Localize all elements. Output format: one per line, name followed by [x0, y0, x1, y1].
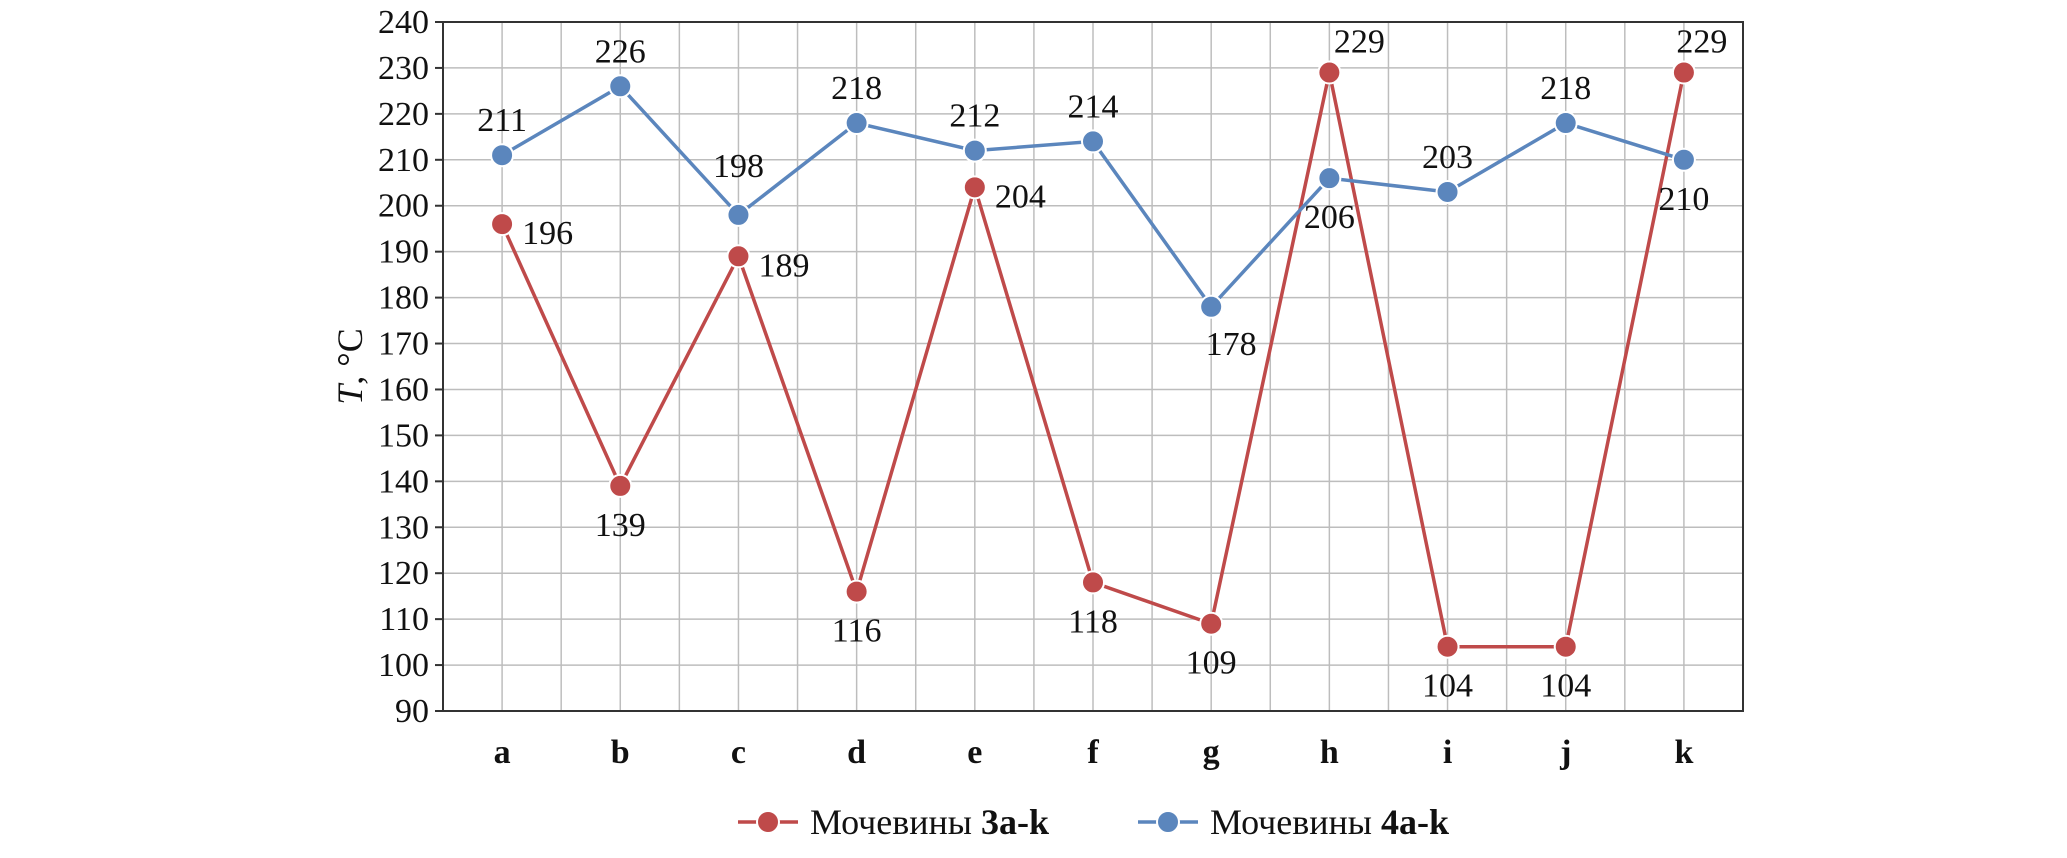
grid	[443, 22, 1743, 711]
x-tick-label: a	[494, 734, 511, 771]
data-labels: 196 139 189 116 204 118 109 229 104 104 229 211 226 1…	[477, 24, 1727, 705]
y-tick-label: 200	[378, 188, 429, 225]
x-tick-label: k	[1674, 734, 1693, 771]
data-label: 229	[1334, 24, 1385, 61]
legend-label-bold: 3a-k	[981, 802, 1049, 842]
data-label: 211	[477, 102, 527, 139]
legend-label-text: Мочевины	[1210, 802, 1381, 842]
x-tick-label: j	[1559, 734, 1571, 771]
y-tick-label: 180	[378, 280, 429, 317]
x-axis: a b c d e f g h i j k	[494, 734, 1694, 771]
data-point	[1553, 634, 1578, 659]
y-tick-label: 100	[378, 647, 429, 684]
y-tick-label: 190	[378, 234, 429, 271]
data-point	[726, 202, 751, 227]
x-tick-label: c	[731, 734, 746, 771]
data-label: 198	[713, 148, 764, 185]
data-label: 139	[595, 507, 646, 544]
data-point	[1199, 294, 1224, 319]
data-point	[844, 111, 869, 136]
data-label: 218	[831, 70, 882, 107]
data-label: 203	[1422, 139, 1473, 176]
data-label: 118	[1068, 603, 1118, 640]
x-tick-label: d	[847, 734, 866, 771]
y-tick-label: 210	[378, 142, 429, 179]
y-tick-label: 130	[378, 509, 429, 546]
data-label: 104	[1540, 668, 1591, 705]
y-axis: 90 100 110 120 130 140 150 160 170 180 190 200 210 22…	[378, 4, 443, 730]
data-point	[608, 74, 633, 99]
data-point	[490, 143, 515, 168]
data-point	[1199, 611, 1224, 636]
y-tick-label: 150	[378, 417, 429, 454]
data-point	[962, 138, 987, 163]
x-tick-label: b	[611, 734, 630, 771]
data-label: 210	[1658, 181, 1709, 218]
y-axis-variable: T	[330, 382, 370, 405]
legend-label: Мочевины 4a-k	[1210, 802, 1449, 842]
plot-frame	[442, 21, 1744, 712]
y-tick-label: 170	[378, 326, 429, 363]
legend-label-bold: 4a-k	[1381, 802, 1449, 842]
y-tick-label: 140	[378, 463, 429, 500]
data-point	[1081, 129, 1105, 154]
y-tick-label: 110	[379, 601, 429, 638]
y-axis-label: T, °C	[330, 328, 370, 404]
y-axis-unit: , °C	[330, 328, 370, 384]
data-point	[1435, 634, 1460, 659]
data-label: 109	[1186, 645, 1237, 682]
data-label: 226	[595, 33, 646, 70]
y-tick-label: 240	[378, 4, 429, 41]
series-2	[490, 74, 1696, 319]
y-tick-label: 220	[378, 96, 429, 133]
y-tick-label: 90	[395, 693, 429, 730]
x-tick-label: f	[1087, 734, 1099, 771]
data-point	[1671, 147, 1696, 172]
data-label: 212	[949, 98, 1000, 135]
data-label: 204	[995, 178, 1046, 215]
data-label: 229	[1676, 24, 1727, 61]
legend: Мочевины 3a-k Мочевины 4a-k	[738, 802, 1449, 842]
legend-label-text: Мочевины	[810, 802, 981, 842]
data-label: 196	[522, 215, 573, 252]
x-tick-label: h	[1320, 734, 1339, 771]
data-point	[608, 473, 633, 498]
y-tick-label: 230	[378, 50, 429, 87]
legend-entry-1: Мочевины 3a-k	[738, 802, 1049, 842]
data-point	[1081, 570, 1105, 595]
data-label: 189	[758, 247, 809, 284]
data-point	[1553, 111, 1578, 136]
data-label: 206	[1304, 199, 1355, 236]
y-tick-label: 120	[378, 555, 429, 592]
series-1	[490, 60, 1696, 659]
data-point	[726, 244, 751, 269]
x-tick-label: i	[1443, 734, 1452, 771]
legend-entry-2: Мочевины 4a-k	[1138, 802, 1449, 842]
legend-swatch-marker	[756, 810, 780, 834]
x-tick-label: e	[967, 734, 982, 771]
series-layer	[490, 60, 1696, 659]
legend-label: Мочевины 3a-k	[810, 802, 1049, 842]
data-label: 104	[1422, 668, 1473, 705]
y-tick-label: 160	[378, 371, 429, 408]
data-label: 218	[1540, 70, 1591, 107]
data-point	[1671, 60, 1696, 85]
data-point	[844, 579, 869, 604]
data-point	[490, 212, 515, 237]
legend-swatch-marker	[1156, 810, 1180, 834]
x-tick-label: g	[1203, 734, 1220, 771]
data-point	[1435, 179, 1460, 204]
data-point	[1317, 166, 1342, 191]
data-label: 116	[832, 613, 882, 650]
data-label: 214	[1068, 88, 1119, 125]
data-point	[962, 175, 987, 200]
data-point	[1317, 60, 1342, 85]
data-label: 178	[1206, 326, 1257, 363]
